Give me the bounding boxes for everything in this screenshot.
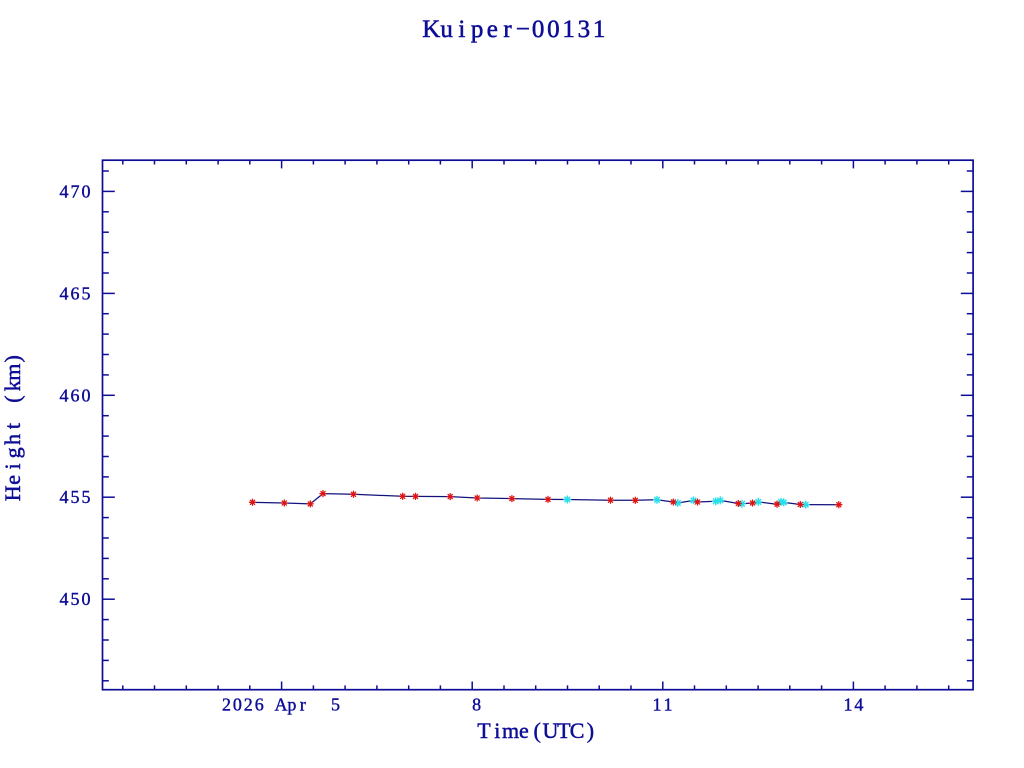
svg-text:460: 460 [60, 385, 91, 405]
svg-text:Time(UTC): Time(UTC) [477, 718, 594, 743]
svg-text:14: 14 [843, 694, 863, 714]
svg-text:2026 Apr 5: 2026 Apr 5 [222, 694, 340, 714]
svg-text:8: 8 [472, 694, 481, 714]
svg-text:470: 470 [60, 181, 91, 201]
svg-text:450: 450 [60, 589, 91, 609]
svg-text:Height (km): Height (km) [0, 355, 25, 501]
svg-text:11: 11 [653, 694, 673, 714]
svg-text:455: 455 [60, 487, 91, 507]
svg-text:465: 465 [60, 283, 91, 303]
